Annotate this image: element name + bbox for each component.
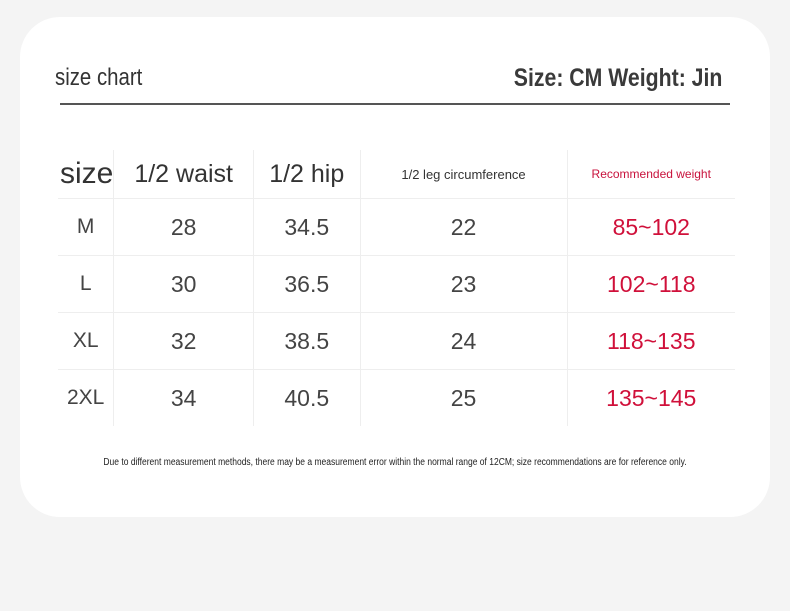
- table-row: M 28 34.5 22 85~102: [58, 198, 735, 256]
- table-cell: 40.5: [252, 369, 361, 426]
- table-cell: 25: [359, 369, 568, 426]
- column-header: 1/2 waist: [113, 150, 254, 199]
- table-cell: XL: [58, 312, 114, 370]
- table-cell: 118~135: [566, 312, 735, 370]
- column-header: size: [60, 157, 114, 190]
- column-header: Recommended weight: [566, 150, 735, 199]
- table-cell: 34: [113, 369, 254, 426]
- table-cell: 24: [359, 312, 568, 370]
- size-table: size 1/2 waist 1/2 hip 1/2 leg circumferenc…: [58, 150, 735, 426]
- header-row: size 1/2 waist 1/2 hip 1/2 leg circumferenc…: [58, 150, 735, 199]
- table-cell: M: [58, 198, 114, 256]
- column-header: 1/2 hip: [252, 150, 361, 199]
- table-cell: 23: [359, 255, 568, 313]
- column-header: 1/2 leg circumference: [359, 150, 568, 199]
- table-row: 2XL 34 40.5 25 135~145: [58, 369, 735, 426]
- table-cell: 2XL: [58, 369, 114, 426]
- table-cell: 38.5: [252, 312, 361, 370]
- table-cell: 102~118: [566, 255, 735, 313]
- units: Size: CM Weight: Jin: [513, 64, 722, 92]
- title: size chart: [55, 64, 143, 91]
- table-cell: 22: [359, 198, 568, 256]
- table-cell: 30: [113, 255, 254, 313]
- divider: [60, 103, 730, 105]
- table-cell: 36.5: [252, 255, 361, 313]
- table-cell: 32: [113, 312, 254, 370]
- table-cell: 28: [113, 198, 254, 256]
- table-body: M 28 34.5 22 85~102 L 30 36.5 23 102~118 XL 32 38.5 2…: [58, 198, 735, 426]
- table-cell: L: [58, 255, 114, 313]
- table-cell: 85~102: [566, 198, 735, 256]
- note: Due to different measurement methods, th…: [103, 457, 687, 468]
- table-row: XL 32 38.5 24 118~135: [58, 312, 735, 370]
- table-row: L 30 36.5 23 102~118: [58, 255, 735, 313]
- table-cell: 34.5: [252, 198, 361, 256]
- table-cell: 135~145: [566, 369, 735, 426]
